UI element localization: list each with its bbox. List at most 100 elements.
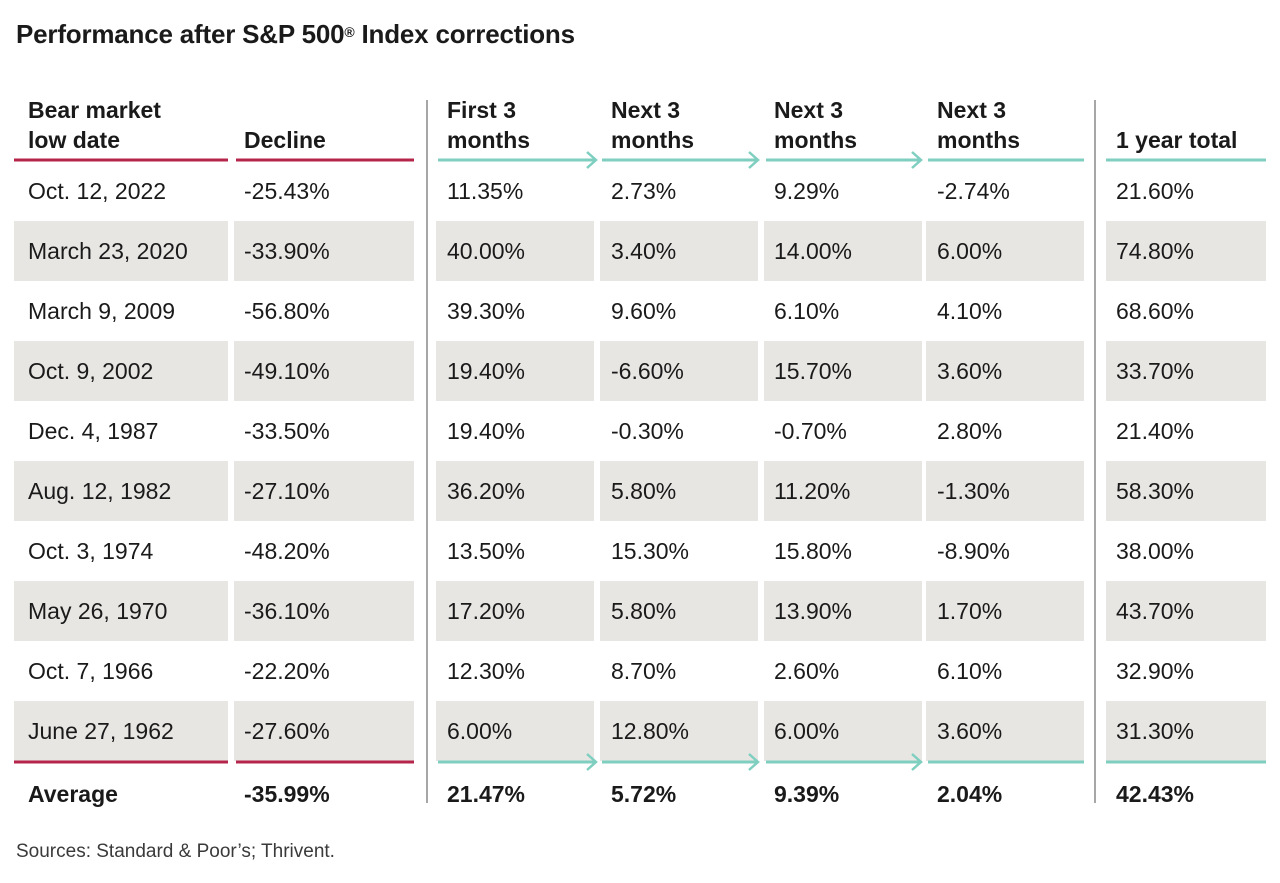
- cell-decline: -27.60%: [244, 718, 330, 744]
- cell-date: Oct. 12, 2022: [28, 178, 167, 204]
- row-shade: [600, 701, 758, 761]
- average-decline: -35.99%: [244, 781, 330, 807]
- row-shade: [436, 581, 594, 641]
- row-shade: [14, 221, 228, 281]
- cell-1-year-total: 68.60%: [1116, 298, 1195, 324]
- cell-decline: -22.20%: [244, 658, 330, 684]
- chart-title: Performance after S&P 500® Index correct…: [16, 19, 575, 49]
- cell-next-3-months-a: 2.73%: [611, 178, 677, 204]
- cell-next-3-months-a: 9.60%: [611, 298, 677, 324]
- cell-1-year-total: 32.90%: [1116, 658, 1195, 684]
- average-next-3-months-c: 2.04%: [937, 781, 1003, 807]
- cell-decline: -49.10%: [244, 358, 330, 384]
- cell-next-3-months-b: 13.90%: [774, 598, 853, 624]
- cell-next-3-months-c: 6.00%: [937, 238, 1003, 264]
- row-shade: [600, 581, 758, 641]
- cell-1-year-total: 31.30%: [1116, 718, 1195, 744]
- cell-next-3-months-a: 15.30%: [611, 538, 690, 564]
- header-arrow-3: [911, 151, 923, 169]
- row-shade: [234, 581, 414, 641]
- footer-arrow-3: [911, 753, 923, 771]
- row-shade: [234, 701, 414, 761]
- cell-date: June 27, 1962: [28, 718, 174, 744]
- cell-1-year-total: 58.30%: [1116, 478, 1195, 504]
- row-shade: [234, 341, 414, 401]
- row-shade: [1106, 341, 1266, 401]
- cell-decline: -33.90%: [244, 238, 330, 264]
- cell-next-3-months-a: 5.80%: [611, 598, 677, 624]
- header-1-year-total: 1 year total: [1116, 127, 1238, 153]
- cell-1-year-total: 21.60%: [1116, 178, 1195, 204]
- row-shade: [14, 461, 228, 521]
- header-bear-market-low-date: Bear market low date: [28, 97, 161, 153]
- row-shade: [926, 221, 1084, 281]
- cell-next-3-months-a: 3.40%: [611, 238, 677, 264]
- row-shade: [1106, 581, 1266, 641]
- row-shade: [926, 701, 1084, 761]
- divider-left: [426, 100, 428, 803]
- header-first-3-months: First 3 months: [447, 97, 531, 153]
- cell-next-3-months-a: 8.70%: [611, 658, 677, 684]
- cell-next-3-months-b: 15.80%: [774, 538, 853, 564]
- row-shade: [1106, 701, 1266, 761]
- cell-first-3-months: 36.20%: [447, 478, 526, 504]
- row-shade: [436, 221, 594, 281]
- header-decline: Decline: [244, 127, 326, 153]
- average-next-3-months-a: 5.72%: [611, 781, 677, 807]
- cell-first-3-months: 19.40%: [447, 418, 526, 444]
- cell-next-3-months-c: 2.80%: [937, 418, 1003, 444]
- row-shade: [234, 221, 414, 281]
- source-note: Sources: Standard & Poor’s; Thrivent.: [16, 841, 335, 862]
- cell-next-3-months-b: 2.60%: [774, 658, 840, 684]
- cell-next-3-months-c: 3.60%: [937, 358, 1003, 384]
- row-shade: [600, 341, 758, 401]
- row-shade: [600, 461, 758, 521]
- row-shade: [926, 581, 1084, 641]
- cell-next-3-months-a: 12.80%: [611, 718, 690, 744]
- cell-decline: -33.50%: [244, 418, 330, 444]
- cell-next-3-months-c: -2.74%: [937, 178, 1010, 204]
- cell-1-year-total: 43.70%: [1116, 598, 1195, 624]
- divider-right: [1094, 100, 1096, 803]
- row-shade: [14, 581, 228, 641]
- cell-first-3-months: 19.40%: [447, 358, 526, 384]
- cell-date: Oct. 9, 2002: [28, 358, 154, 384]
- cell-first-3-months: 40.00%: [447, 238, 526, 264]
- row-shade: [436, 461, 594, 521]
- row-shade: [764, 221, 922, 281]
- header-next-3-months-a: Next 3 months: [611, 97, 695, 153]
- row-shade: [600, 221, 758, 281]
- average-first-3-months: 21.47%: [447, 781, 526, 807]
- cell-1-year-total: 33.70%: [1116, 358, 1195, 384]
- cell-first-3-months: 12.30%: [447, 658, 526, 684]
- cell-next-3-months-c: 6.10%: [937, 658, 1003, 684]
- cell-first-3-months: 39.30%: [447, 298, 526, 324]
- cell-date: Dec. 4, 1987: [28, 418, 159, 444]
- cell-first-3-months: 17.20%: [447, 598, 526, 624]
- cell-next-3-months-b: -0.70%: [774, 418, 847, 444]
- cell-date: March 23, 2020: [28, 238, 188, 264]
- cell-next-3-months-c: 3.60%: [937, 718, 1003, 744]
- cell-first-3-months: 6.00%: [447, 718, 513, 744]
- cell-1-year-total: 21.40%: [1116, 418, 1195, 444]
- row-shade: [436, 701, 594, 761]
- footer-arrow-1: [586, 753, 598, 771]
- row-shade: [14, 341, 228, 401]
- row-shade: [764, 581, 922, 641]
- header-next-3-months-b: Next 3 months: [774, 97, 858, 153]
- row-shade: [1106, 221, 1266, 281]
- header-arrow-1: [586, 151, 598, 169]
- average-1-year-total: 42.43%: [1116, 781, 1195, 807]
- row-shade: [1106, 461, 1266, 521]
- header-next-3-months-c: Next 3 months: [937, 97, 1021, 153]
- row-shade: [764, 341, 922, 401]
- cell-next-3-months-b: 9.29%: [774, 178, 840, 204]
- row-shade: [764, 461, 922, 521]
- cell-next-3-months-c: 1.70%: [937, 598, 1003, 624]
- cell-next-3-months-c: -8.90%: [937, 538, 1010, 564]
- cell-decline: -48.20%: [244, 538, 330, 564]
- average-next-3-months-b: 9.39%: [774, 781, 840, 807]
- cell-next-3-months-b: 6.00%: [774, 718, 840, 744]
- cell-date: Oct. 3, 1974: [28, 538, 154, 564]
